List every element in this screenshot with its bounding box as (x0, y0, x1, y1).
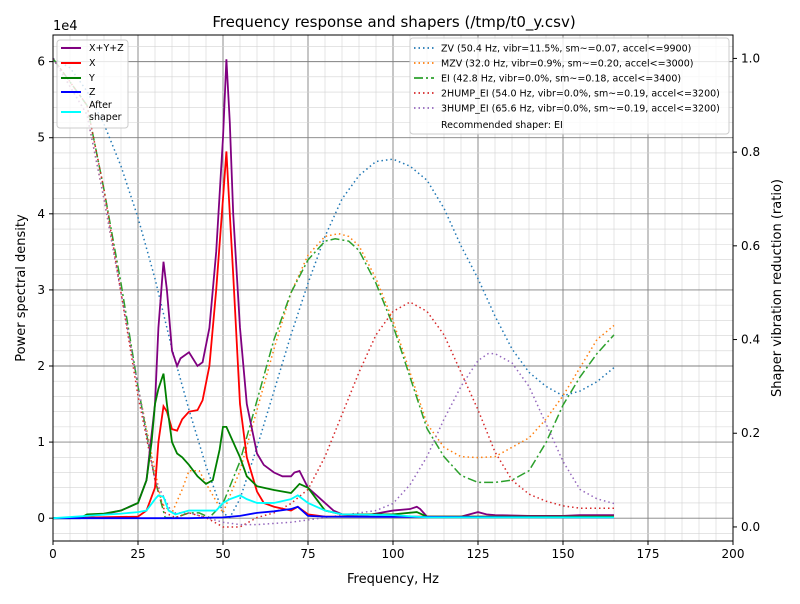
shaper-legend-label: MZV (32.0 Hz, vibr=0.9%, sm~=0.20, accel… (441, 59, 693, 70)
x-tick-label: 150 (552, 547, 575, 561)
x-tick-label: 25 (130, 547, 145, 561)
psd-line-0 (53, 59, 614, 520)
psd-legend-label: Z (89, 87, 96, 98)
x-tick-label: 175 (637, 547, 660, 561)
y-axis-label: Power spectral density (14, 214, 29, 362)
y-tick-label: 6 (37, 55, 45, 69)
psd-legend-label: After shaper (89, 100, 122, 123)
x-tick-label: 100 (382, 547, 405, 561)
shaper-legend-label: 2HUMP_EI (54.0 Hz, vibr=0.0%, sm~=0.19, … (441, 89, 720, 100)
psd-legend-label: X (89, 58, 96, 69)
y2-tick-label: 1.0 (741, 51, 760, 65)
psd-legend-label: X+Y+Z (89, 43, 124, 54)
y-tick-label: 3 (37, 283, 45, 297)
shaper-line-3 (52, 57, 614, 528)
recommended-shaper-label: Recommended shaper: EI (441, 120, 563, 131)
chart-title: Frequency response and shapers (/tmp/t0_… (212, 13, 575, 32)
y2-tick-label: 0.0 (741, 520, 760, 534)
y-tick-label: 4 (37, 207, 45, 221)
y-offset-label: 1e4 (53, 19, 78, 34)
shaper-line-2 (52, 57, 615, 519)
x-tick-label: 0 (49, 547, 57, 561)
x-tick-label: 50 (215, 547, 230, 561)
y2-tick-label: 0.8 (741, 145, 760, 159)
shaper-legend-label: 3HUMP_EI (65.6 Hz, vibr=0.0%, sm~=0.19, … (441, 104, 720, 115)
y2-tick-label: 0.2 (741, 426, 760, 440)
x-tick-label: 200 (722, 547, 745, 561)
psd-line-4 (52, 494, 614, 520)
psd-line-3 (53, 505, 615, 520)
shaper-legend-label: EI (42.8 Hz, vibr=0.0%, sm~=0.18, accel<… (441, 74, 681, 85)
x-axis-label: Frequency, Hz (347, 572, 439, 587)
shaper-line-0 (52, 57, 615, 519)
y-tick-label: 1 (37, 435, 45, 449)
y2-axis-label: Shaper vibration reduction (ratio) (770, 179, 785, 397)
plot-frame (52, 34, 734, 542)
x-tick-label: 75 (300, 547, 315, 561)
y-tick-label: 0 (37, 511, 45, 525)
y2-tick-label: 0.6 (741, 239, 760, 253)
y-tick-label: 2 (37, 359, 45, 373)
y2-tick-label: 0.4 (741, 333, 760, 347)
y-tick-label: 5 (37, 131, 45, 145)
x-tick-label: 125 (467, 547, 490, 561)
psd-line-2 (53, 373, 614, 520)
psd-line-1 (52, 151, 614, 520)
shaper-legend-box (409, 37, 730, 135)
shaper-legend-label: ZV (50.4 Hz, vibr=11.5%, sm~=0.07, accel… (441, 44, 691, 55)
psd-legend-label: Y (88, 73, 95, 84)
